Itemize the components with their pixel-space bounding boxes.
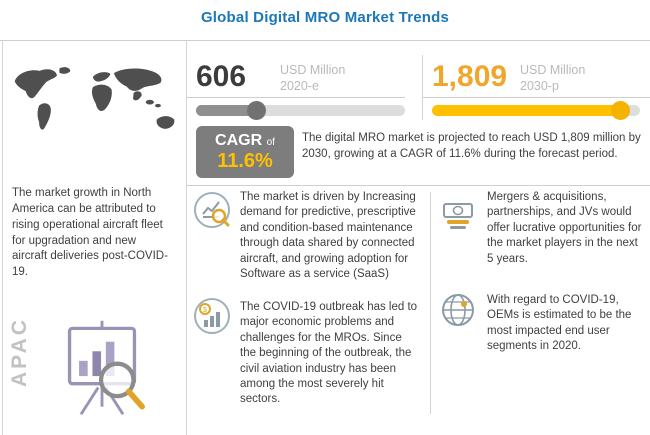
world-map-graphic [6, 52, 180, 157]
page-title: Global Digital MRO Market Trends [200, 9, 450, 26]
market-value-2030: 1,809 [432, 60, 508, 93]
world-map-icon [14, 67, 175, 130]
bar-2020-knob [246, 101, 266, 120]
market-unit-2030: USD Million 2030-p [520, 63, 585, 94]
bar-2030-track [432, 101, 640, 120]
region-label-apac: APAC [8, 317, 31, 387]
projection-statement: The digital MRO market is projected to r… [302, 132, 641, 161]
unit-label: USD Million [280, 63, 346, 77]
left-panel-divider [186, 40, 187, 435]
growth-bars-dollar-icon: $ [192, 296, 232, 336]
cagr-connector: of [266, 137, 275, 148]
metric-column-divider [422, 55, 423, 120]
cagr-label: CAGR [215, 132, 263, 149]
left-panel-note: The market growth in North America can b… [12, 187, 168, 279]
market-value-2020: 606 [196, 60, 247, 93]
cagr-badge: CAGR of 11.6% [196, 126, 294, 178]
metric-2020-underline [186, 97, 405, 98]
svg-text:$: $ [203, 307, 207, 314]
chart-magnifier-icon [192, 190, 232, 230]
insight-covid-impact: The COVID-19 outbreak has led to major e… [240, 301, 418, 406]
bar-2030-fill [432, 101, 630, 120]
period-label: 2030-p [520, 78, 559, 93]
mid-section-divider [186, 185, 650, 186]
insight-drivers: The market is driven by Increasing deman… [240, 191, 416, 281]
insight-opportunities: Mergers & acquisitions, partnerships, an… [487, 191, 642, 265]
cagr-value: 11.6% [217, 149, 273, 172]
unit-label: USD Million [520, 63, 586, 77]
period-label: 2020-e [280, 78, 319, 93]
money-bills-icon [438, 192, 478, 232]
bar-2020-fill [196, 101, 266, 120]
bar-2030-knob [610, 101, 630, 120]
globe-icon [438, 290, 478, 330]
insight-oem-impact: With regard to COVID-19, OEMs is estimat… [487, 294, 632, 353]
metric-2030-underline [422, 97, 650, 98]
left-edge-rule [2, 40, 3, 435]
bar-2020-track [196, 101, 405, 120]
chart-easel-magnifier-icon [52, 315, 152, 420]
insight-column-divider [430, 192, 431, 414]
title-divider [0, 40, 650, 41]
market-unit-2020: USD Million 2020-e [280, 63, 345, 94]
